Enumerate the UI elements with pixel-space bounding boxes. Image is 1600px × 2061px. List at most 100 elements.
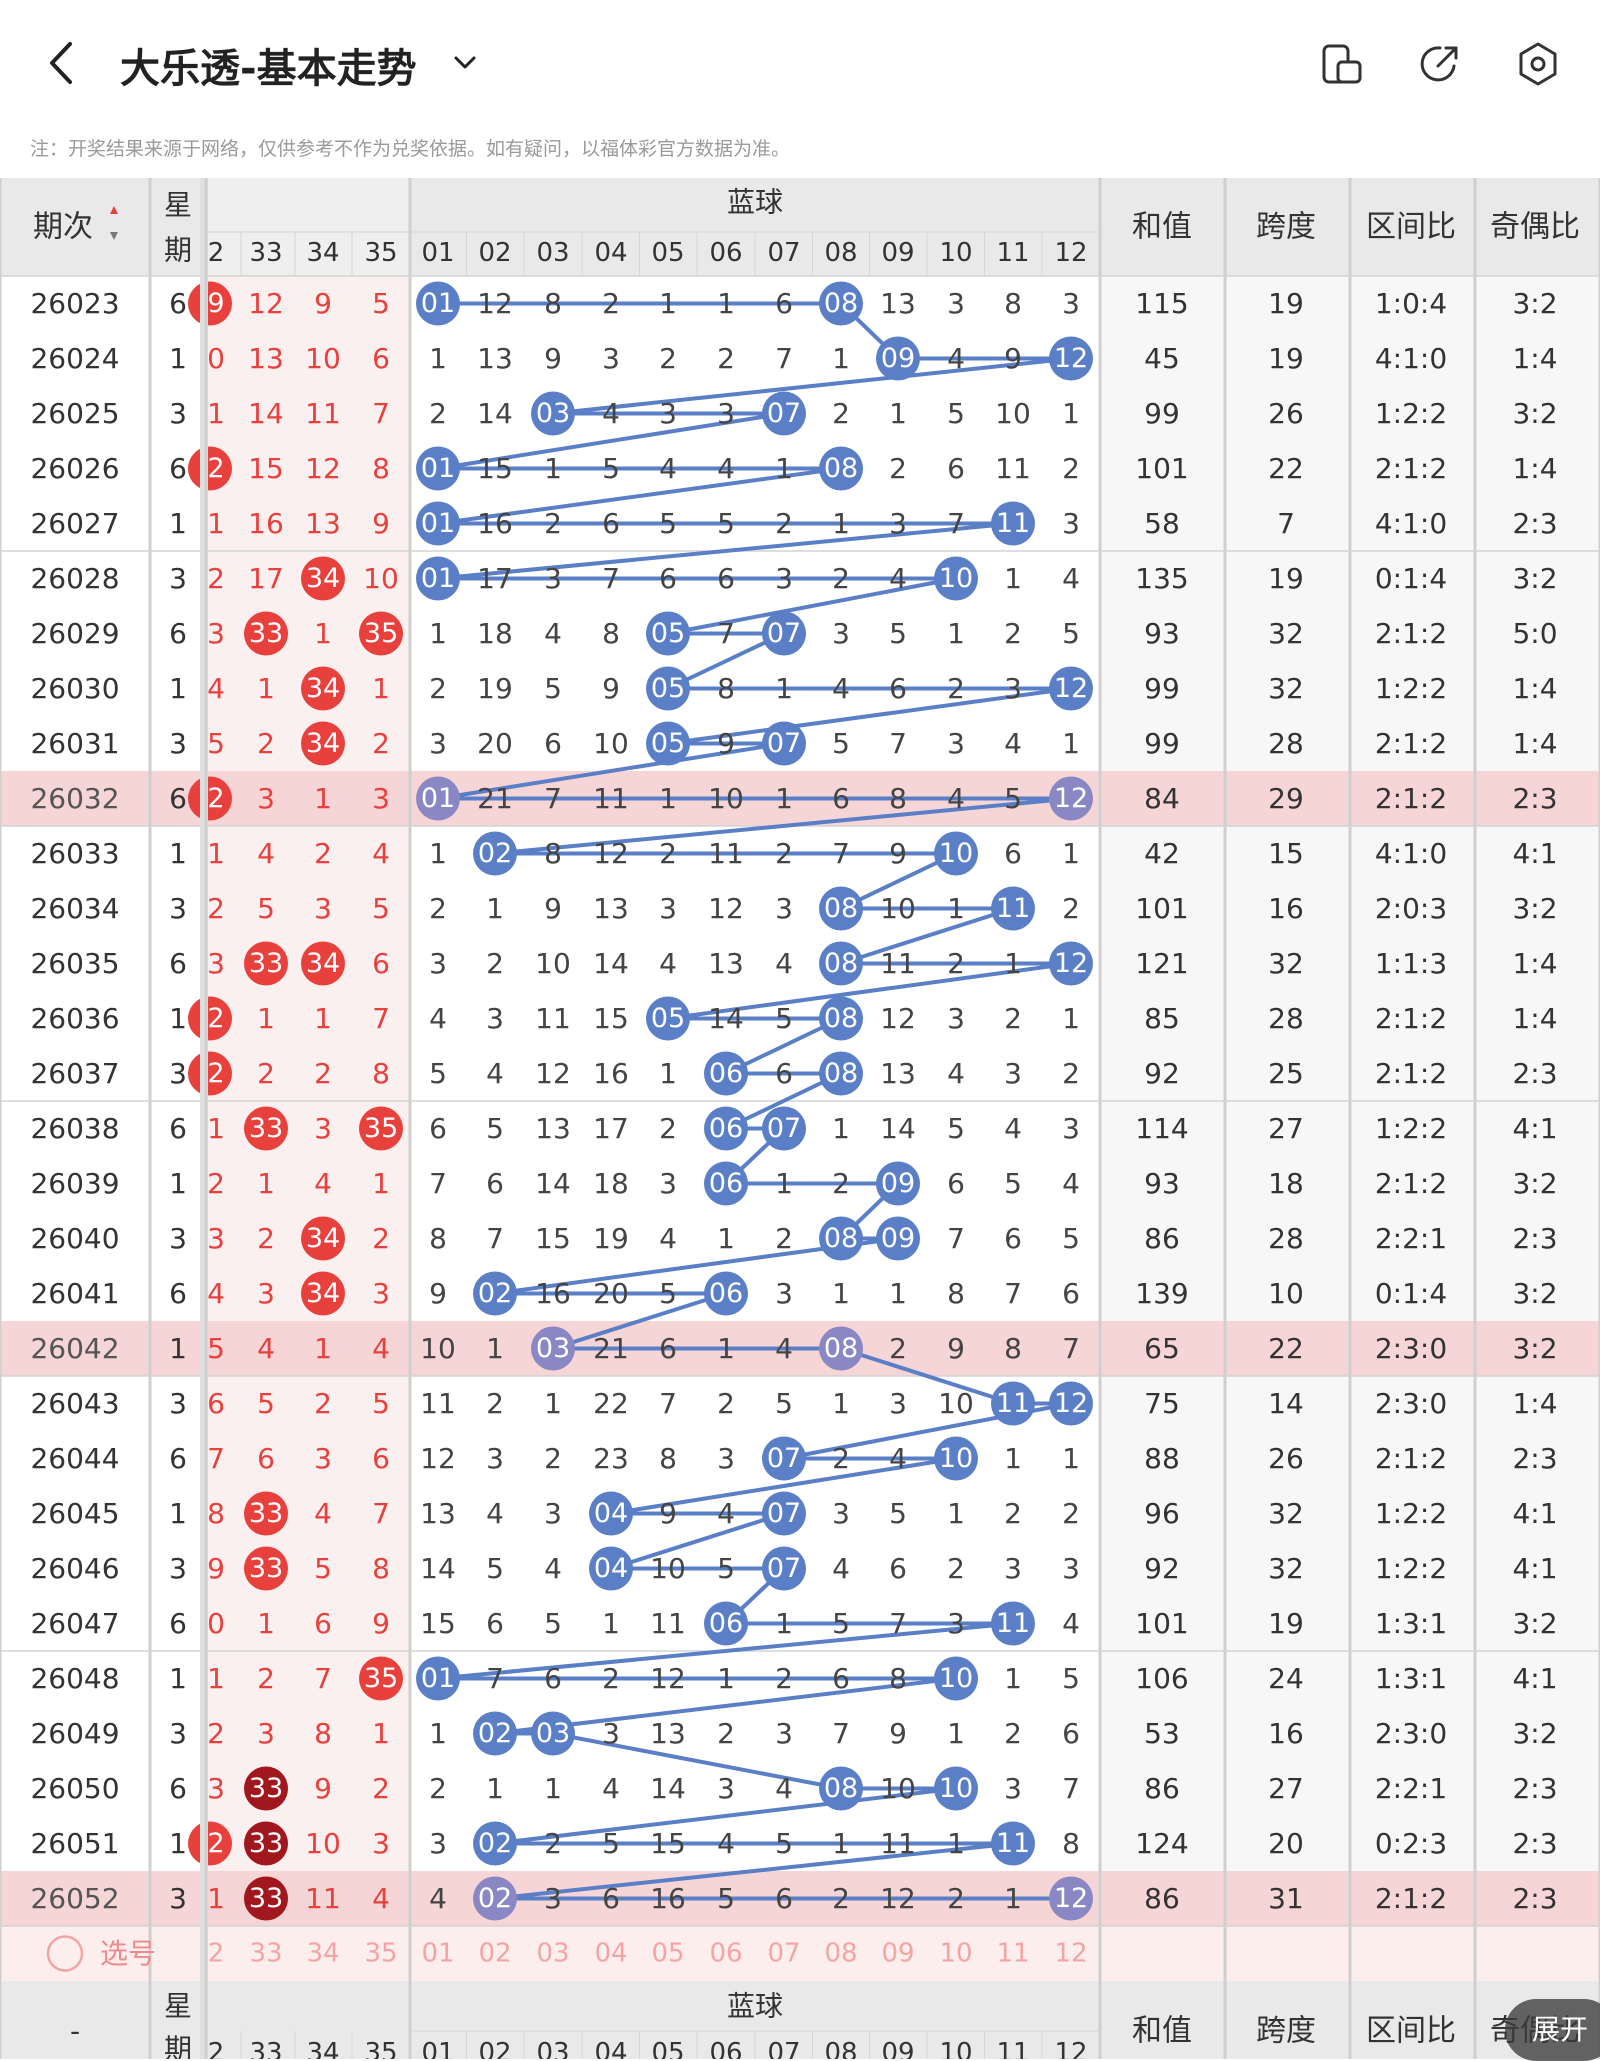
layout-switch-icon[interactable] (1318, 40, 1366, 88)
blue-miss-number: 2 (602, 287, 620, 320)
odd-cell: 1:4 (1512, 1387, 1557, 1420)
blue-ball (876, 336, 920, 381)
sum-cell: 75 (1144, 1387, 1180, 1420)
blue-miss-number: 8 (1004, 1332, 1022, 1365)
blue-miss-number: 10 (995, 397, 1031, 430)
blue-miss-number: 10 (880, 1772, 916, 1805)
blue-miss-number: 8 (659, 1442, 677, 1475)
table-row[interactable]: 26044 6 7 6 3 6 12 3 2 23 8 3 2 4 1 1 88 26 2:1:2 2:3 (30, 1442, 1557, 1475)
blue-miss-number: 5 (1062, 1662, 1080, 1695)
pick-red-number[interactable]: 33 (249, 1939, 282, 1969)
blue-miss-number: 12 (535, 1057, 571, 1090)
blue-miss-number: 1 (659, 1057, 677, 1090)
zone-cell: 2:1:2 (1375, 1002, 1447, 1035)
red-ball-number: 35 (364, 1113, 398, 1144)
blue-miss-number: 6 (486, 1607, 504, 1640)
red-number: 3 (314, 1112, 332, 1145)
red-number: 5 (372, 892, 390, 925)
pick-blue-number[interactable]: 09 (881, 1939, 914, 1969)
table-row[interactable]: 26035633334632101441341121121321:1:31:4 (30, 947, 1557, 980)
blue-miss-number: 1 (486, 1772, 504, 1805)
table-row[interactable]: 26039 1 2 1 4 1 7 6 14 18 3 1 2 6 5 4 93 18 2:1:2 3:2 (30, 1167, 1557, 1200)
blue-ball-number: 02 (478, 1278, 512, 1309)
table-row[interactable]: 2605063339221141434103786272:2:12:3 (30, 1772, 1557, 1805)
sum-cell: 92 (1144, 1552, 1180, 1585)
week-cell: 1 (169, 1497, 187, 1530)
table-row[interactable]: 26049 3 2 3 8 1 1 3 13 2 3 7 9 1 2 6 53 16 2:3:0 3:2 (30, 1717, 1557, 1750)
blue-miss-number: 7 (832, 1717, 850, 1750)
red-number: 2 (207, 1167, 225, 1200)
blue-miss-number: 4 (659, 452, 677, 485)
table-row[interactable]: 2603262313217111101684584292:1:22:3 (30, 782, 1557, 815)
red-number: 4 (257, 837, 275, 870)
blue-miss-number: 4 (429, 1002, 447, 1035)
blue-miss-number: 8 (544, 837, 562, 870)
table-row[interactable]: 26033 1 1 4 2 4 1 8 12 2 11 2 7 9 6 1 42 15 4:1:0 4:1 (30, 837, 1557, 870)
red-number: 17 (248, 562, 284, 595)
period-header[interactable]: 期次 (33, 210, 93, 245)
blue-miss-number: 3 (717, 1442, 735, 1475)
pick-radio[interactable] (46, 1935, 84, 1972)
table-row[interactable]: 2603861333356513172114543114271:2:24:1 (30, 1112, 1557, 1145)
page-title[interactable]: 大乐透-基本走势 (120, 46, 417, 92)
span-cell: 14 (1268, 1387, 1304, 1420)
sort-up-icon[interactable] (110, 206, 118, 214)
red-number: 4 (314, 1497, 332, 1530)
pick-red-number[interactable]: 35 (364, 1939, 397, 1969)
red-number: 2 (372, 1772, 390, 1805)
table-row[interactable]: 260266215128151544126112101222:1:21:4 (30, 452, 1557, 485)
table-row[interactable]: 2604639335814541054623392321:2:24:1 (30, 1552, 1557, 1585)
pick-blue-number[interactable]: 12 (1054, 1939, 1087, 1969)
pick-red-number[interactable]: 2 (208, 1939, 225, 1969)
blue-miss-number: 10 (650, 1552, 686, 1585)
red-number: 1 (257, 672, 275, 705)
blue-col-header: 04 (594, 238, 627, 268)
back-arrow-icon[interactable] (40, 38, 84, 88)
red-number: 10 (363, 562, 399, 595)
table-row[interactable]: 26047 6 0 1 6 9 15 6 5 1 11 1 5 7 3 4 101 19 1:3:1 3:2 (30, 1607, 1557, 1640)
table-row[interactable]: 260301413412195981462399321:2:21:4 (30, 672, 1557, 705)
table-row[interactable]: 26041643343916205311876139100:1:43:2 (30, 1277, 1557, 1310)
pick-blue-number[interactable]: 11 (996, 1939, 1029, 1969)
pick-blue-number[interactable]: 06 (709, 1939, 742, 1969)
pick-blue-number[interactable]: 10 (939, 1939, 972, 1969)
red-ball-number: 2 (207, 1058, 224, 1089)
table-row[interactable]: 26023691295128211613383115191:0:43:2 (30, 287, 1557, 320)
table-row[interactable]: 26034 3 2 5 3 5 2 1 9 13 3 12 3 10 1 2 101 16 2:0:3 3:2 (30, 892, 1557, 925)
blue-miss-number: 2 (659, 1112, 677, 1145)
odd-cell: 2:3 (1512, 1222, 1557, 1255)
pick-blue-number[interactable]: 01 (421, 1939, 454, 1969)
red-number: 3 (207, 947, 225, 980)
pick-blue-number[interactable]: 07 (767, 1939, 800, 1969)
table-row[interactable]: 26025 3 1 14 11 7 2 14 4 3 3 2 1 5 10 1 99 26 1:2:2 3:2 (30, 397, 1557, 430)
pick-blue-number[interactable]: 04 (594, 1939, 627, 1969)
red-ball-number: 33 (249, 1773, 283, 1804)
table-row[interactable]: 260511233103325154511118124200:2:32:3 (30, 1827, 1557, 1860)
red-number: 4 (372, 1332, 390, 1365)
red-number: 1 (207, 1882, 225, 1915)
blue-ball (473, 1876, 517, 1921)
table-row[interactable]: 26027 1 1 16 13 9 16 2 6 5 5 2 1 3 7 3 58 7 4:1:0 2:3 (30, 507, 1557, 540)
blue-miss-number: 3 (429, 1827, 447, 1860)
blue-ball-number: 11 (996, 1828, 1030, 1859)
red-number: 9 (207, 1552, 225, 1585)
expand-button[interactable]: 展开 (1505, 1999, 1600, 2061)
share-icon[interactable] (1416, 40, 1464, 88)
table-row[interactable]: 26024 1 0 13 10 6 1 13 9 3 2 2 7 1 4 9 45 19 4:1:0 1:4 (30, 342, 1557, 375)
red-number: 3 (372, 1827, 390, 1860)
table-row[interactable]: 26042 1 5 4 1 4 10 1 21 6 1 4 2 9 8 7 65 22 2:3:0 3:2 (30, 1332, 1557, 1365)
pick-blue-number[interactable]: 02 (478, 1939, 511, 1969)
pick-blue-number[interactable]: 05 (651, 1939, 684, 1969)
pick-red-number[interactable]: 34 (306, 1939, 339, 1969)
table-row[interactable]: 2604033234287151941276586282:2:12:3 (30, 1222, 1557, 1255)
odd-cell: 1:4 (1512, 672, 1557, 705)
chevron-down-icon[interactable] (450, 48, 480, 78)
pick-blue-number[interactable]: 03 (536, 1939, 569, 1969)
settings-icon[interactable] (1514, 40, 1562, 88)
pick-label[interactable]: 选号 (100, 1937, 156, 1970)
table-row[interactable]: 26043 3 6 5 2 5 11 2 1 22 7 2 5 1 3 10 75 14 2:3:0 1:4 (30, 1387, 1557, 1420)
sort-down-icon[interactable] (110, 232, 118, 240)
pick-blue-number[interactable]: 08 (824, 1939, 857, 1969)
blue-ball (762, 391, 806, 436)
blue-miss-number: 4 (775, 1332, 793, 1365)
